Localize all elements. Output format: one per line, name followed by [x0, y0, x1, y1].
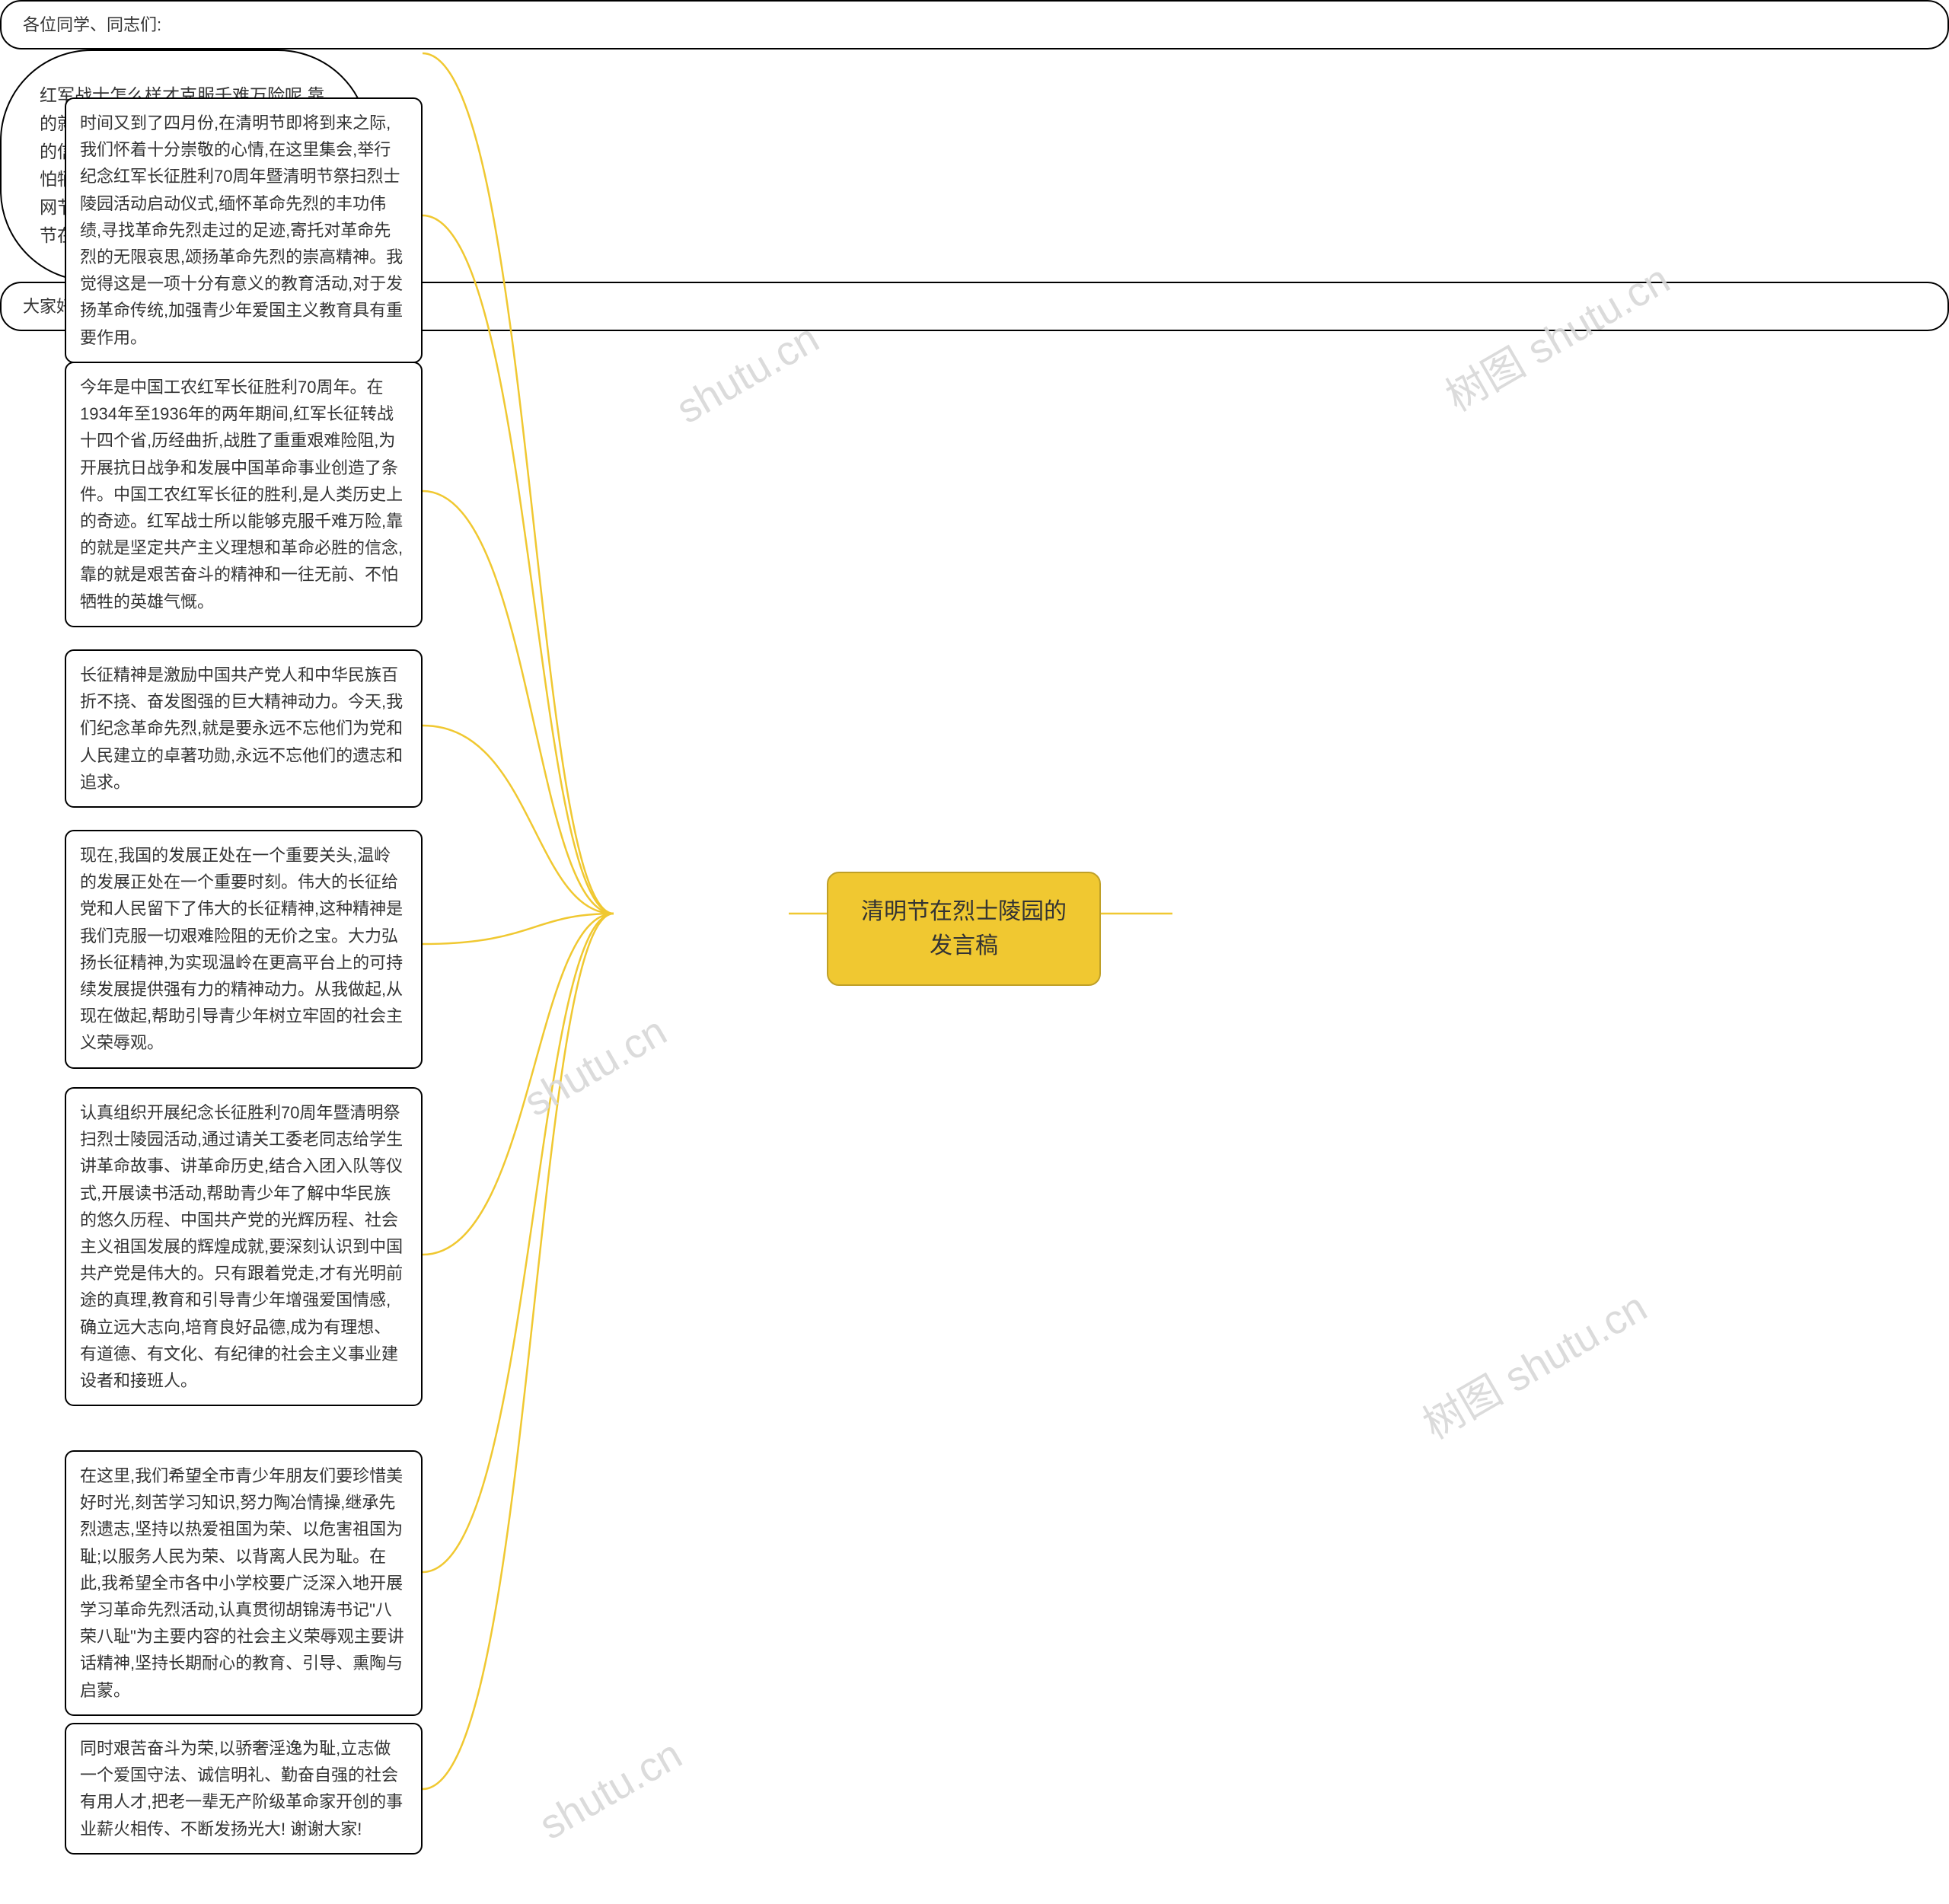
- leaf-text: 长征精神是激励中国共产党人和中华民族百折不挠、奋发图强的巨大精神动力。今天,我们…: [80, 665, 403, 792]
- watermark-text: shutu.cn: [669, 315, 827, 432]
- watermark: shutu.cn: [516, 1007, 675, 1126]
- leaf-node-5[interactable]: 认真组织开展纪念长征胜利70周年暨清明祭扫烈士陵园活动,通过请关工委老同志给学生…: [65, 1087, 423, 1406]
- watermark: 树图 shutu.cn: [1433, 247, 1679, 423]
- leaf-node-3[interactable]: 长征精神是激励中国共产党人和中华民族百折不挠、奋发图强的巨大精神动力。今天,我们…: [65, 649, 423, 808]
- watermark-text: shutu.cn: [532, 1731, 690, 1848]
- watermark: 树图 shutu.cn: [1410, 1274, 1656, 1451]
- watermark: shutu.cn: [531, 1730, 690, 1849]
- center-node[interactable]: 清明节在烈士陵园的发言稿: [827, 872, 1101, 986]
- leaf-text: 同时艰苦奋斗为荣,以骄奢淫逸为耻,立志做一个爱国守法、诚信明礼、勤奋自强的社会有…: [80, 1739, 403, 1839]
- leaf-text: 今年是中国工农红军长征胜利70周年。在1934年至1936年的两年期间,红军长征…: [80, 378, 403, 611]
- leaf-node-7[interactable]: 同时艰苦奋斗为荣,以骄奢淫逸为耻,立志做一个爱国守法、诚信明礼、勤奋自强的社会有…: [65, 1723, 423, 1855]
- mindmap-canvas: 清明节在烈士陵园的发言稿 各位同学、同志们: 红军战士怎么样才克服千难万险呢,靠…: [0, 0, 1949, 1904]
- leaf-node-2[interactable]: 今年是中国工农红军长征胜利70周年。在1934年至1936年的两年期间,红军长征…: [65, 362, 423, 627]
- watermark-text: 树图 shutu.cn: [1416, 1284, 1654, 1448]
- leaf-node-1[interactable]: 时间又到了四月份,在清明节即将到来之际,我们怀着十分崇敬的心情,在这里集会,举行…: [65, 97, 423, 363]
- left-branch-node[interactable]: 各位同学、同志们:: [0, 0, 1949, 49]
- leaf-text: 时间又到了四月份,在清明节即将到来之际,我们怀着十分崇敬的心情,在这里集会,举行…: [80, 113, 403, 347]
- center-title: 清明节在烈士陵园的发言稿: [861, 899, 1067, 958]
- watermark: shutu.cn: [668, 314, 827, 433]
- watermark-text: 树图 shutu.cn: [1439, 256, 1677, 420]
- leaf-node-6[interactable]: 在这里,我们希望全市青少年朋友们要珍惜美好时光,刻苦学习知识,努力陶冶情操,继承…: [65, 1450, 423, 1716]
- watermark-text: shutu.cn: [517, 1008, 675, 1125]
- leaf-text: 认真组织开展纪念长征胜利70周年暨清明祭扫烈士陵园活动,通过请关工委老同志给学生…: [80, 1103, 403, 1390]
- leaf-text: 现在,我国的发展正处在一个重要关头,温岭的发展正处在一个重要时刻。伟大的长征给党…: [80, 846, 403, 1052]
- left-branch-label: 各位同学、同志们:: [23, 15, 161, 34]
- leaf-text: 在这里,我们希望全市青少年朋友们要珍惜美好时光,刻苦学习知识,努力陶冶情操,继承…: [80, 1466, 404, 1700]
- leaf-node-4[interactable]: 现在,我国的发展正处在一个重要关头,温岭的发展正处在一个重要时刻。伟大的长征给党…: [65, 830, 423, 1069]
